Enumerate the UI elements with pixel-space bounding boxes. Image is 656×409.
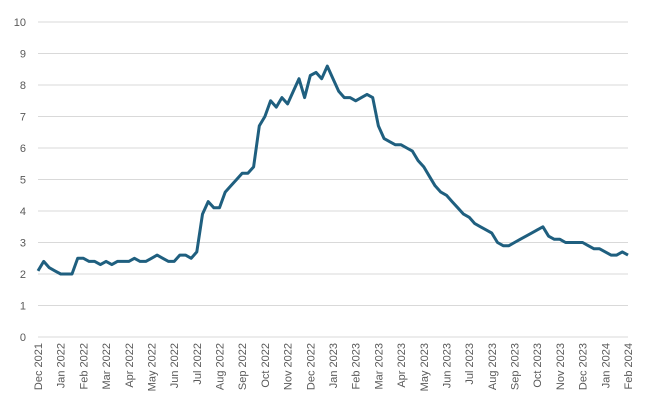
y-tick-label: 7 — [20, 112, 26, 124]
x-tick-label: Aug 2022 — [215, 343, 227, 390]
y-tick-label: 3 — [20, 238, 26, 250]
x-tick-label: Jun 2022 — [169, 343, 181, 388]
x-tick-label: Mar 2023 — [373, 343, 385, 389]
x-tick-label: Dec 2021 — [33, 343, 45, 390]
y-tick-label: 10 — [14, 17, 26, 29]
y-tick-label: 6 — [20, 143, 26, 155]
x-tick-label: Dec 2022 — [305, 343, 317, 390]
x-tick-label: Sep 2022 — [237, 343, 249, 390]
y-tick-label: 8 — [20, 80, 26, 92]
x-tick-label: Apr 2022 — [124, 343, 136, 388]
y-tick-label: 5 — [20, 175, 26, 187]
x-tick-label: Jan 2023 — [328, 343, 340, 388]
y-tick-label: 0 — [20, 332, 26, 344]
data-line — [36, 64, 629, 276]
x-tick-label: Feb 2024 — [623, 343, 635, 389]
y-tick-label: 2 — [20, 269, 26, 281]
x-tick-label: Jan 2022 — [56, 343, 68, 388]
x-tick-label: Feb 2022 — [78, 343, 90, 389]
x-tick-label: Sep 2023 — [510, 343, 522, 390]
x-tick-label: Feb 2023 — [351, 343, 363, 389]
x-tick-label: Nov 2023 — [555, 343, 567, 390]
x-tick-label: Jul 2022 — [192, 343, 204, 385]
x-tick-label: May 2022 — [146, 343, 158, 391]
x-tick-label: May 2023 — [419, 343, 431, 391]
x-tick-label: Oct 2022 — [260, 343, 272, 388]
x-tick-label: Apr 2023 — [396, 343, 408, 388]
x-tick-label: Oct 2023 — [532, 343, 544, 388]
x-tick-label: Aug 2023 — [487, 343, 499, 390]
x-tick-label: Jun 2023 — [441, 343, 453, 388]
y-tick-label: 9 — [20, 49, 26, 61]
x-tick-label: Jul 2023 — [464, 343, 476, 385]
x-tick-label: Dec 2023 — [578, 343, 590, 390]
x-tick-label: Jan 2024 — [600, 343, 612, 388]
x-tick-label: Mar 2022 — [101, 343, 113, 389]
y-tick-label: 4 — [20, 206, 26, 218]
y-tick-label: 1 — [20, 301, 26, 313]
x-tick-label: Nov 2022 — [283, 343, 295, 390]
